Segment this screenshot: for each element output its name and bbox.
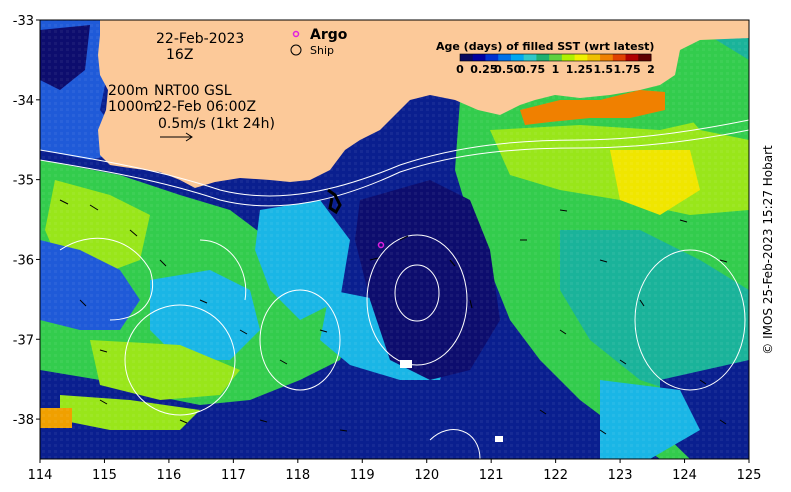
argo-legend-label: Argo: [310, 27, 348, 43]
sst-zone-coast-orange: [520, 90, 665, 125]
colorbar-tick-label: 1.5: [594, 63, 614, 76]
colorbar-tick-label: 0: [456, 63, 464, 76]
y-tick-label: -36: [13, 253, 34, 268]
scale-label: 0.5m/s (1kt 24h): [158, 116, 275, 132]
x-tick-label: 120: [414, 468, 439, 483]
product-time-label: 22-Feb 06:00Z: [154, 99, 256, 115]
current-vectors: [59, 199, 728, 435]
colorbar-title: Age (days) of filled SST (wrt latest): [436, 40, 654, 53]
x-tick-label: 115: [92, 468, 117, 483]
y-tick-label: -33: [13, 14, 34, 29]
colorbar-swatch: [625, 54, 639, 61]
colorbar-tick-label: 1.75: [614, 63, 641, 76]
colorbar-swatch: [510, 54, 525, 61]
colorbar: [459, 53, 652, 62]
colorbar-swatch: [523, 54, 537, 61]
plot-area: [40, 20, 749, 459]
x-tick-label: 117: [221, 468, 246, 483]
y-tick-label: -37: [13, 333, 34, 348]
x-tick-label: 122: [543, 468, 568, 483]
colorbar-swatch: [587, 54, 601, 61]
depth-200m-label: 200m: [108, 83, 148, 99]
y-axis-ticks: -33 -34 -35 -36 -37 -38: [13, 14, 40, 428]
colorbar-swatch: [574, 54, 588, 61]
y-tick-label: -38: [13, 413, 34, 428]
ship-track: [327, 188, 342, 215]
depth-1000m-label: 1000m: [108, 99, 157, 115]
x-tick-label: 118: [285, 468, 310, 483]
colorbar-tick-label: 2: [647, 63, 655, 76]
ship-legend-icon: [290, 44, 302, 56]
no-data-patch: [495, 436, 503, 442]
x-tick-label: 121: [479, 468, 504, 483]
colorbar-swatch: [549, 54, 563, 61]
date-label: 22-Feb-2023: [156, 31, 244, 47]
colorbar-tick-label: 1: [552, 63, 560, 76]
x-axis-ticks: 114 115 116 117 118 119 120 121 122 123 124 125: [28, 459, 762, 483]
ship-legend-label: Ship: [310, 44, 334, 57]
product-label: NRT00 GSL: [154, 83, 232, 99]
x-tick-label: 124: [672, 468, 697, 483]
x-tick-label: 116: [156, 468, 181, 483]
x-tick-label: 114: [28, 468, 53, 483]
colorbar-swatch: [460, 54, 474, 61]
colorbar-swatch: [600, 54, 614, 61]
x-tick-label: 119: [350, 468, 375, 483]
colorbar-swatch: [561, 54, 576, 61]
argo-legend-icon: [292, 30, 300, 38]
colorbar-ticks: 0 0.250.500.75 1 1.25 1.5 1.75 2: [456, 63, 655, 76]
colorbar-tick-label: 0.25: [470, 63, 497, 76]
scale-arrow: [160, 132, 193, 142]
colorbar-swatch: [472, 54, 486, 61]
colorbar-tick-label: 0.50: [494, 63, 521, 76]
colorbar-tick-label: 0.75: [518, 63, 545, 76]
x-tick-label: 123: [608, 468, 633, 483]
colorbar-tick-label: 1.25: [566, 63, 593, 76]
y-tick-label: -35: [13, 174, 34, 189]
colorbar-swatch: [536, 54, 550, 61]
plot-frame: [39, 19, 750, 460]
argo-float-marker: [377, 241, 385, 249]
ssh-contours: [40, 119, 749, 459]
land-australia: [98, 20, 749, 188]
colorbar-swatch: [612, 54, 627, 61]
hour-label: 16Z: [166, 47, 193, 63]
colorbar-frame: [459, 53, 652, 62]
y-tick-label: -34: [13, 94, 34, 109]
x-tick-label: 125: [737, 468, 762, 483]
colorbar-swatch: [498, 54, 512, 61]
colorbar-swatch: [638, 54, 652, 61]
no-data-patch: [400, 360, 412, 368]
colorbar-swatch: [485, 54, 499, 61]
